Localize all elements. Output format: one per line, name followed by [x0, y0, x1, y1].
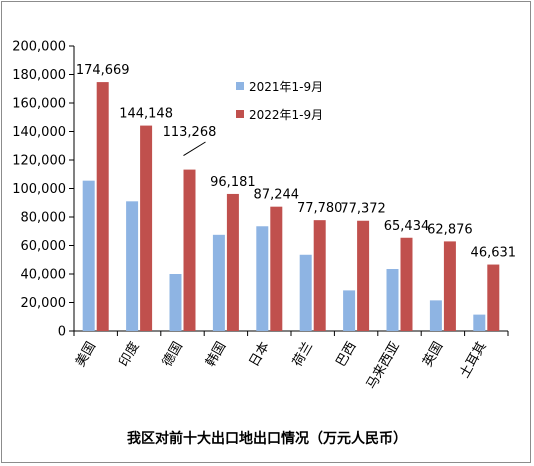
data-label: 62,876 [427, 222, 473, 237]
y-tick-label: 140,000 [12, 125, 66, 140]
x-tick-label: 马来西亚 [364, 340, 403, 393]
x-tick-label: 英国 [420, 340, 446, 370]
x-tick-label: 韩国 [203, 340, 229, 370]
bar-2022 [313, 220, 326, 331]
y-tick-label: 40,000 [21, 268, 67, 283]
bar-2021 [429, 300, 442, 331]
data-label: 46,631 [471, 246, 517, 261]
y-tick-label: 160,000 [12, 97, 66, 112]
bar-2021 [82, 180, 95, 331]
bar-2021 [386, 269, 399, 331]
x-tick-label: 德国 [160, 340, 186, 370]
data-label: 77,372 [340, 202, 386, 217]
chart-title: 我区对前十大出口地出口情况（万元人民币） [127, 431, 407, 447]
data-label: 113,268 [163, 125, 217, 140]
y-tick-label: 100,000 [12, 182, 66, 197]
y-tick-label: 180,000 [12, 68, 66, 83]
bar-2022 [270, 206, 283, 331]
x-tick-label: 土耳其 [457, 340, 489, 381]
bar-2021 [299, 254, 312, 331]
bar-2021 [473, 314, 486, 331]
data-label-leader [183, 141, 206, 157]
x-tick-label: 荷兰 [290, 340, 316, 370]
legend-swatch-2022 [236, 110, 244, 118]
y-tick-label: 80,000 [21, 211, 67, 226]
bar-2022 [226, 193, 239, 331]
bar-2021 [169, 274, 182, 331]
y-tick-label: 60,000 [21, 239, 67, 254]
y-tick-label: 20,000 [21, 296, 67, 311]
y-tick-label: 200,000 [12, 40, 66, 55]
bar-2021 [126, 201, 139, 331]
data-label: 77,780 [297, 201, 343, 216]
bar-2022 [183, 169, 196, 331]
data-label: 65,434 [384, 219, 430, 234]
bar-2021 [212, 234, 225, 331]
legend-label-2022: 2022年1-9月 [249, 108, 323, 122]
bar-2021 [343, 290, 356, 331]
x-tick-label: 印度 [116, 339, 143, 370]
bar-2022 [443, 241, 456, 331]
legend-label-2021: 2021年1-9月 [249, 80, 323, 94]
data-label: 144,148 [119, 107, 173, 122]
x-tick-label: 日本 [247, 340, 273, 370]
bar-2021 [256, 226, 269, 331]
bar-2022 [357, 220, 370, 331]
x-tick-label: 巴西 [334, 340, 360, 370]
data-label: 174,669 [76, 63, 130, 78]
y-tick-label: 120,000 [12, 154, 66, 169]
bar-2022 [96, 82, 109, 331]
legend-swatch-2021 [236, 82, 244, 90]
bar-2022 [487, 264, 500, 331]
y-tick-label: 0 [58, 325, 66, 340]
data-label: 96,181 [210, 175, 256, 190]
x-tick-label: 美国 [73, 340, 99, 370]
data-label: 87,244 [254, 188, 300, 203]
bar-2022 [400, 237, 413, 331]
bar-2022 [140, 125, 153, 331]
